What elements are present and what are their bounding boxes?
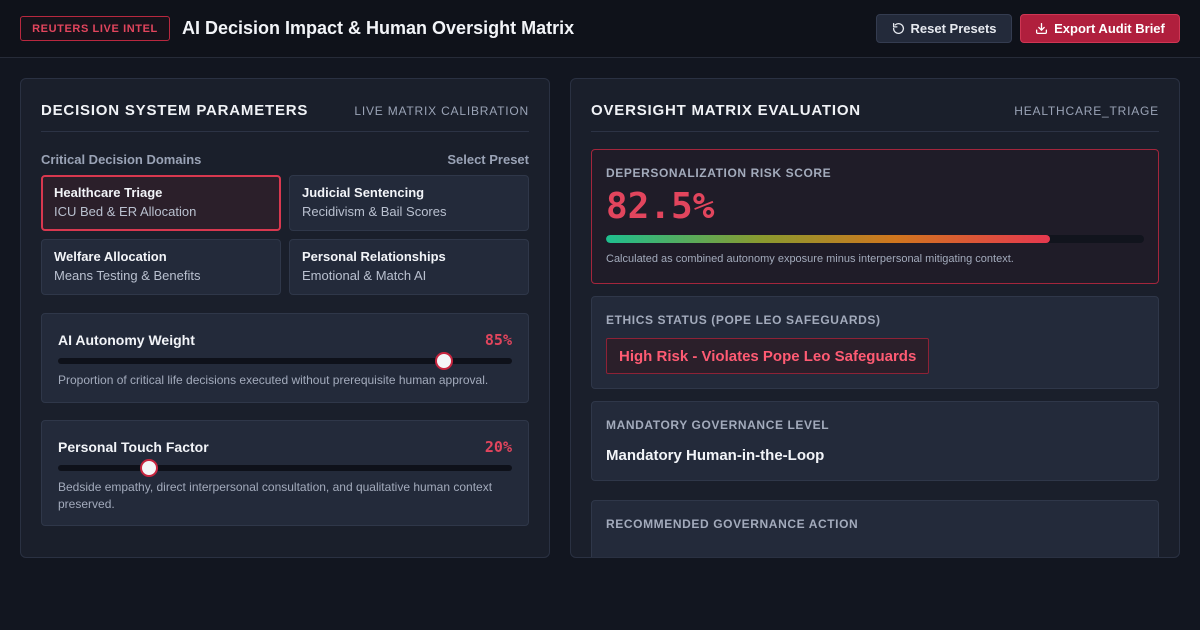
preset-description: ICU Bed & ER Allocation [54,204,197,219]
panel-subtitle: HEALTHCARE_TRIAGE [1014,104,1159,118]
panel-header: OVERSIGHT MATRIX EVALUATION HEALTHCARE_T… [591,79,1159,132]
export-audit-brief-label: Export Audit Brief [1054,21,1165,36]
app-header: REUTERS LIVE INTEL AI Decision Impact & … [0,0,1200,58]
slider-description: Bedside empathy, direct interpersonal co… [58,480,493,511]
personal-touch-factor-slider[interactable] [58,459,512,477]
risk-score-label: DEPERSONALIZATION RISK SCORE [606,166,832,180]
slider-thumb[interactable] [434,352,453,370]
ai-autonomy-weight-slider[interactable] [58,352,512,370]
preset-personal-relationships[interactable]: Personal Relationships Emotional & Match… [289,239,529,295]
reset-presets-label: Reset Presets [910,21,997,36]
preset-description: Emotional & Match AI [302,268,427,283]
panel-subtitle: LIVE MATRIX CALIBRATION [354,104,529,118]
preset-title: Judicial Sentencing [302,185,425,200]
risk-score-card: DEPERSONALIZATION RISK SCORE 82.5% Calcu… [591,149,1159,284]
preset-healthcare-triage[interactable]: Healthcare Triage ICU Bed & ER Allocatio… [41,175,281,231]
brand-badge: REUTERS LIVE INTEL [20,16,170,41]
preset-description: Means Testing & Benefits [54,268,201,283]
slider-value: 20% [484,438,512,456]
governance-level-card: MANDATORY GOVERNANCE LEVEL Mandatory Hum… [591,401,1159,481]
panel-title: DECISION SYSTEM PARAMETERS [41,102,309,119]
preset-judicial-sentencing[interactable]: Judicial Sentencing Recidivism & Bail Sc… [289,175,529,231]
rotate-ccw-icon [892,22,904,34]
governance-action-card: RECOMMENDED GOVERNANCE ACTION [591,500,1159,557]
slider-thumb[interactable] [139,459,158,477]
oversight-evaluation-panel: OVERSIGHT MATRIX EVALUATION HEALTHCARE_T… [570,78,1180,558]
panel-title: OVERSIGHT MATRIX EVALUATION [591,102,861,119]
slider-description: Proportion of critical life decisions ex… [58,373,489,387]
slider-label: AI Autonomy Weight [58,332,195,348]
select-preset-label: Select Preset [447,152,529,167]
slider-value: 85% [484,331,512,349]
slider-label: Personal Touch Factor [58,439,209,455]
domains-label: Critical Decision Domains [41,152,202,167]
export-audit-brief-button[interactable]: Export Audit Brief [1020,14,1180,43]
panel-header: DECISION SYSTEM PARAMETERS LIVE MATRIX C… [41,79,529,132]
preset-title: Healthcare Triage [54,185,163,200]
risk-score-value: 82.5% [606,186,715,227]
risk-score-note: Calculated as combined autonomy exposure… [606,253,1014,265]
download-icon [1036,22,1048,35]
ethics-status-label: ETHICS STATUS (POPE LEO SAFEGUARDS) [606,313,881,327]
risk-score-fill [606,235,1050,243]
personal-touch-factor-card: Personal Touch Factor 20% Bedside empath… [41,420,529,526]
ethics-status-badge: High Risk - Violates Pope Leo Safeguards [606,338,930,374]
decision-parameters-panel: DECISION SYSTEM PARAMETERS LIVE MATRIX C… [20,78,550,558]
governance-action-label: RECOMMENDED GOVERNANCE ACTION [606,517,859,531]
risk-score-bar [606,235,1144,243]
reset-presets-button[interactable]: Reset Presets [876,14,1012,43]
governance-level-label: MANDATORY GOVERNANCE LEVEL [606,418,830,432]
ai-autonomy-weight-card: AI Autonomy Weight 85% Proportion of cri… [41,313,529,403]
preset-title: Personal Relationships [302,249,446,264]
preset-description: Recidivism & Bail Scores [302,204,447,219]
governance-level-value: Mandatory Human-in-the-Loop [606,447,825,464]
ethics-status-card: ETHICS STATUS (POPE LEO SAFEGUARDS) High… [591,296,1159,389]
preset-welfare-allocation[interactable]: Welfare Allocation Means Testing & Benef… [41,239,281,295]
page-title: AI Decision Impact & Human Oversight Mat… [182,18,575,38]
preset-grid: Healthcare Triage ICU Bed & ER Allocatio… [41,175,529,295]
preset-title: Welfare Allocation [54,249,167,264]
